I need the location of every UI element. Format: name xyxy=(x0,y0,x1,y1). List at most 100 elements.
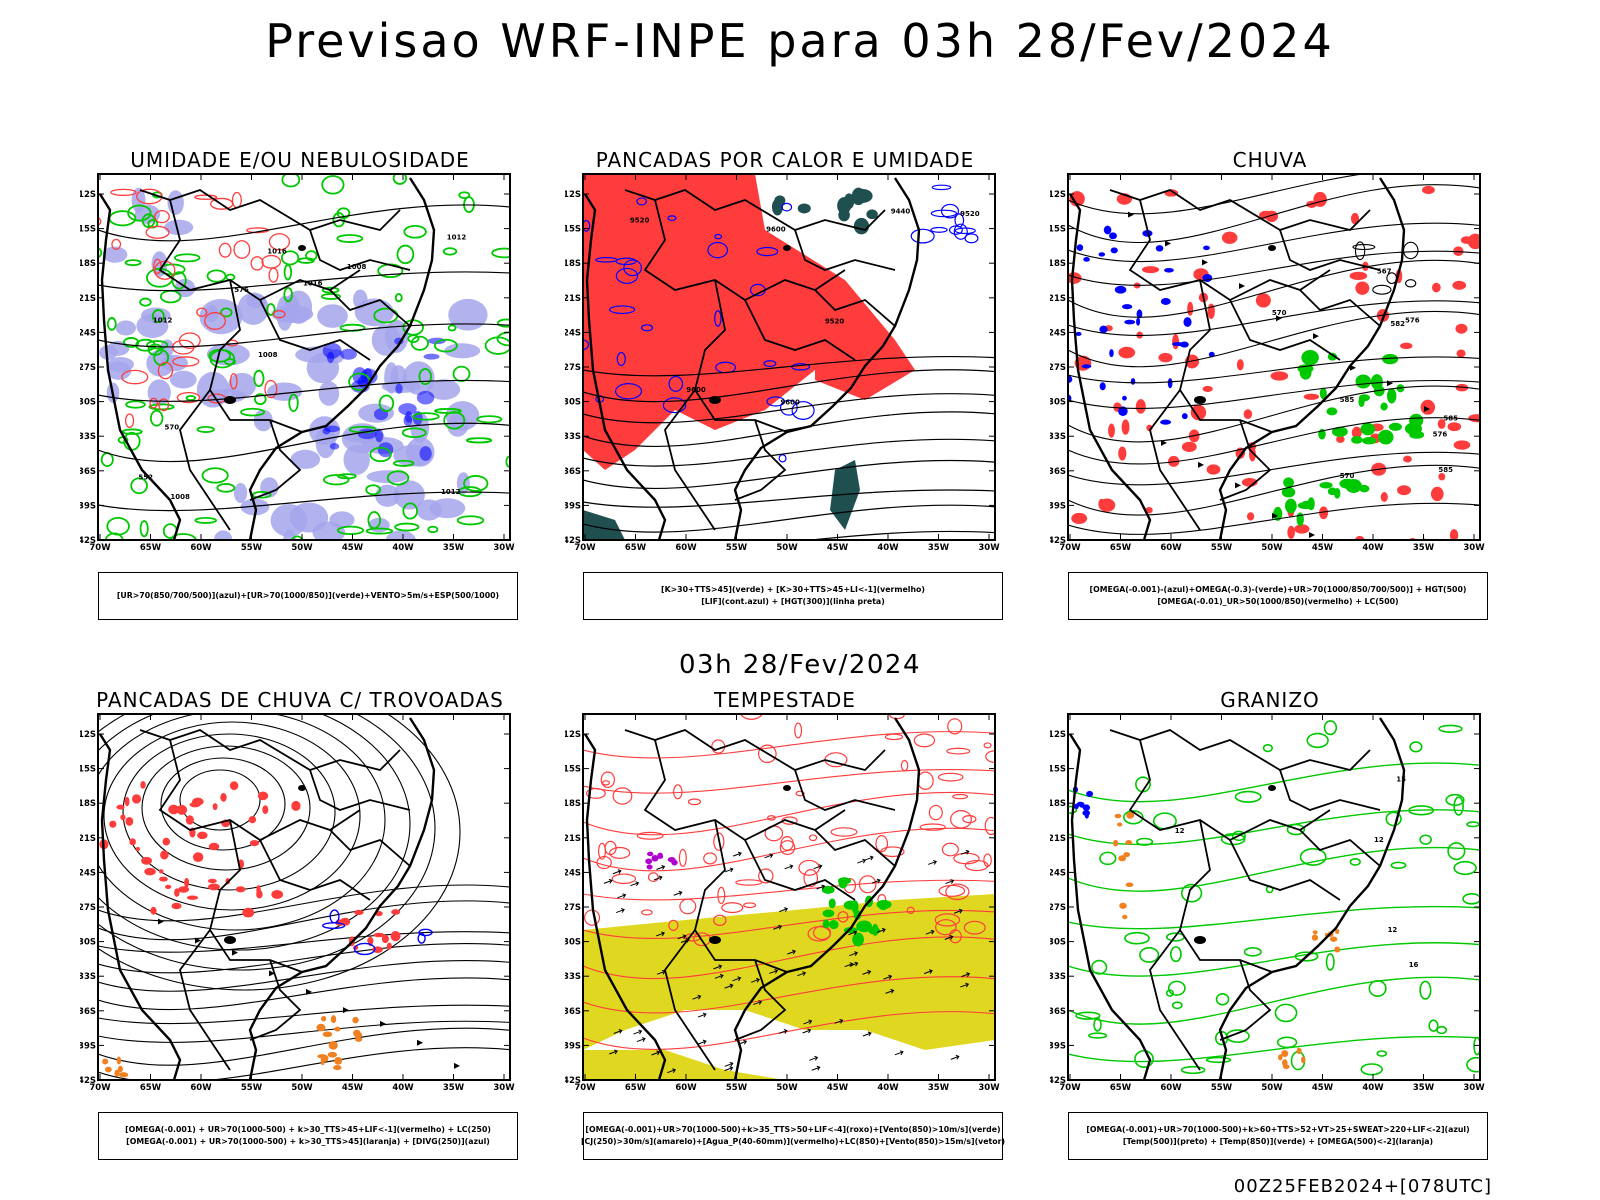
lat-label: 24S xyxy=(565,868,581,878)
lat-label: 18S xyxy=(1050,799,1066,809)
wind-vector xyxy=(612,869,622,875)
contour-ring xyxy=(396,244,415,265)
shading-cell xyxy=(1281,487,1296,498)
shading-cell xyxy=(1118,406,1128,416)
lat-label: 12S xyxy=(565,730,581,740)
shading-cell xyxy=(242,907,255,918)
shading-cell xyxy=(1081,364,1092,369)
contour-ring xyxy=(1231,830,1246,842)
shading-cell xyxy=(1355,281,1370,295)
contour-ring xyxy=(1360,1063,1383,1076)
shading-cell xyxy=(1422,185,1435,195)
border-line xyxy=(179,389,231,531)
map-background xyxy=(98,714,510,1080)
isoline xyxy=(98,204,510,242)
border-line xyxy=(179,929,231,1071)
contour-ring xyxy=(410,335,429,351)
shading-cell xyxy=(102,246,128,263)
contour-ring xyxy=(953,223,968,240)
shading-cell xyxy=(876,899,892,910)
isoline xyxy=(98,491,510,512)
contour-ring xyxy=(401,427,427,438)
isoline xyxy=(98,1047,510,1080)
lat-label: 30S xyxy=(565,938,581,948)
shading-cell xyxy=(104,1066,112,1073)
isoline xyxy=(98,900,510,941)
contour-ring xyxy=(196,426,215,433)
contour-ring xyxy=(757,744,777,764)
lon-label: 50W xyxy=(776,1083,798,1093)
shading-cell xyxy=(427,337,446,345)
contour-label: 576 xyxy=(1405,317,1420,325)
contour-ring xyxy=(141,213,156,228)
isoline xyxy=(1068,846,1480,892)
isoline xyxy=(98,884,510,922)
shading-cell xyxy=(1121,304,1133,310)
lon-label: 60W xyxy=(190,1083,212,1093)
contour-ring xyxy=(194,194,218,200)
wind-vector xyxy=(862,969,872,975)
lat-label: 27S xyxy=(80,903,96,913)
wind-vector xyxy=(656,865,666,870)
contour-ring xyxy=(668,919,679,931)
contour-ring xyxy=(949,225,963,235)
contour-ring xyxy=(779,840,796,856)
shading-cell xyxy=(1467,233,1480,250)
shading-cell xyxy=(373,932,385,938)
contour-ring xyxy=(952,793,969,800)
border-line xyxy=(139,729,401,771)
wind-vector xyxy=(876,927,886,933)
instability-area xyxy=(583,174,895,470)
shading-cell xyxy=(229,781,239,791)
contour-ring xyxy=(964,233,979,244)
wind-vector xyxy=(732,851,742,857)
lake-marker xyxy=(298,785,306,791)
shading-cell xyxy=(1160,297,1171,305)
shading-cell xyxy=(1071,512,1088,524)
contour-label: 12 xyxy=(1388,926,1398,934)
legend-box: [OMEGA(-0.001)+UR>70(1000-500)+k>35_TTS>… xyxy=(581,1112,1005,1160)
contour-ring xyxy=(124,259,142,267)
shading-cell xyxy=(131,794,142,804)
shading-cell xyxy=(1114,813,1122,819)
wind-vector xyxy=(960,849,970,855)
shading-cell xyxy=(1382,353,1399,365)
contour-label: 9520 xyxy=(825,318,845,326)
wind-vector xyxy=(925,929,935,935)
contour-ring xyxy=(201,467,229,484)
contour-ring xyxy=(946,747,971,755)
contour-ring xyxy=(795,790,805,797)
shading-cell xyxy=(118,1072,129,1078)
map-frame xyxy=(582,713,996,1081)
shading-cell xyxy=(377,442,394,458)
contour-ring xyxy=(378,394,395,412)
contour-ring xyxy=(565,209,579,226)
shading-cell xyxy=(1283,477,1294,488)
shading-cell xyxy=(852,188,873,203)
forecast-time-label: 03h 28/Fev/2024 xyxy=(678,650,921,680)
contour-ring xyxy=(394,522,420,532)
map-layer xyxy=(98,714,510,1080)
isoline xyxy=(1068,310,1480,368)
contour-ring xyxy=(947,718,963,735)
border-line xyxy=(744,299,856,361)
shading-cell xyxy=(174,888,180,897)
contour-ring xyxy=(714,310,722,327)
legend-line: [OMEGA(-0.001) + UR>70(1000-500) + k>30_… xyxy=(126,1137,490,1146)
shading-cell xyxy=(354,909,364,915)
lon-label: 70W xyxy=(574,543,596,553)
shading-cell xyxy=(1099,382,1106,391)
shading-cell xyxy=(403,414,413,427)
wind-vector xyxy=(724,867,734,873)
lon-label: 55W xyxy=(1211,1083,1233,1093)
isoline xyxy=(583,879,995,901)
lon-label: 55W xyxy=(241,1083,263,1093)
lon-label: 50W xyxy=(776,543,798,553)
isoline xyxy=(98,271,510,292)
shading-cell xyxy=(1452,280,1467,290)
contour-ring xyxy=(220,307,233,318)
lon-label: 30W xyxy=(978,543,1000,553)
contour-ring xyxy=(336,525,365,535)
contour-label: 9600 xyxy=(686,386,706,394)
flow-arrowhead xyxy=(1313,333,1319,340)
